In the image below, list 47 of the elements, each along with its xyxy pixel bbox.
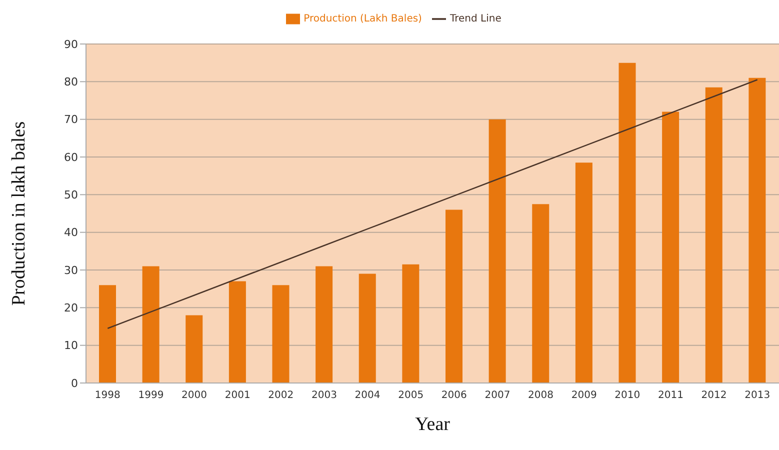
bar: [618, 62, 636, 383]
bar: [662, 112, 680, 383]
x-tick-label: 1999: [138, 390, 164, 402]
x-tick-label: 2005: [398, 390, 424, 402]
bar: [532, 204, 550, 383]
x-tick-label: 2004: [354, 390, 380, 402]
bar: [705, 87, 722, 383]
x-tick-label: 2002: [268, 390, 294, 402]
legend-label: Production (Lakh Bales): [304, 14, 422, 25]
x-tick-label: 2000: [182, 390, 208, 402]
bar: [446, 210, 462, 383]
y-tick-label: 10: [64, 339, 78, 352]
x-tick-label: 2006: [441, 390, 467, 402]
x-tick-label: 2008: [528, 390, 554, 402]
x-tick-label: 2007: [484, 390, 510, 402]
y-tick-label: 70: [64, 113, 78, 126]
x-tick-label: 2012: [701, 390, 727, 402]
y-tick-label: 30: [64, 264, 78, 277]
x-tick-label: 2003: [311, 390, 337, 402]
bar: [316, 266, 333, 383]
bar: [272, 285, 290, 383]
y-tick-label: 50: [64, 188, 78, 202]
y-tick-label: 80: [64, 76, 78, 89]
x-tick-label: 2001: [224, 390, 250, 402]
y-tick-label: 20: [64, 302, 78, 315]
y-tick-label: 40: [64, 226, 78, 240]
y-axis-title: Production in lakh bales: [8, 121, 30, 306]
legend-label: Trend Line: [450, 14, 502, 25]
line-series: [107, 79, 758, 330]
bar: [748, 78, 766, 383]
x-tick-label: 2010: [614, 390, 640, 402]
bar: [99, 285, 116, 383]
bar: [142, 266, 160, 383]
y-tick-label: 60: [64, 150, 78, 164]
x-axis-title: Year: [414, 414, 451, 435]
x-tick-label: 2009: [571, 390, 597, 402]
x-tick-label: 2013: [744, 390, 770, 402]
x-tick-label: 1998: [94, 390, 120, 402]
x-tick-label: 2011: [658, 390, 684, 402]
bar: [228, 281, 246, 383]
bar: [358, 274, 376, 383]
bar: [488, 119, 506, 383]
bar: [575, 162, 592, 383]
y-tick-label: 90: [64, 38, 78, 51]
y-tick-label: 0: [71, 376, 78, 390]
bar: [186, 315, 203, 383]
bar: [402, 264, 420, 383]
